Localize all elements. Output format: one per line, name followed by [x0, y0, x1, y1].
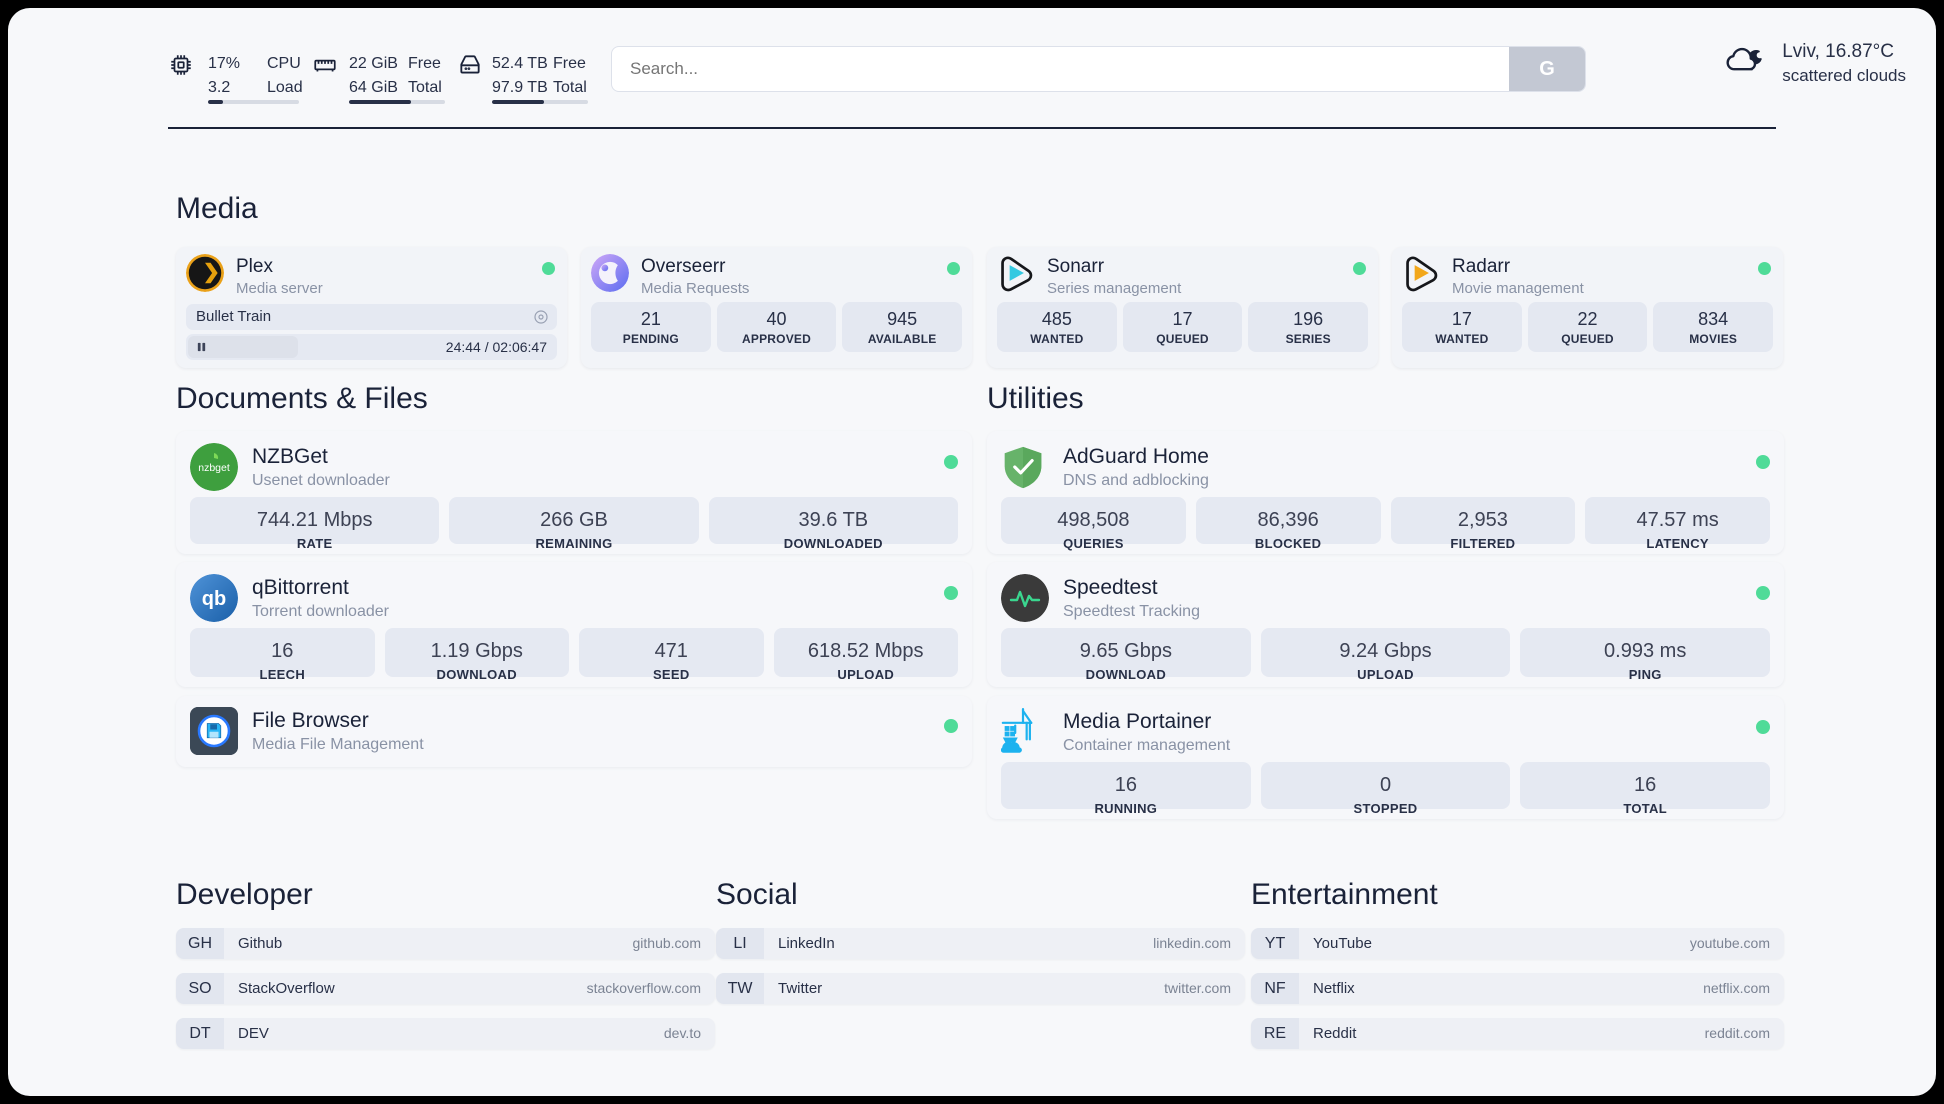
svg-text:qb: qb: [202, 588, 226, 610]
svg-text:nzbget: nzbget: [198, 462, 230, 474]
